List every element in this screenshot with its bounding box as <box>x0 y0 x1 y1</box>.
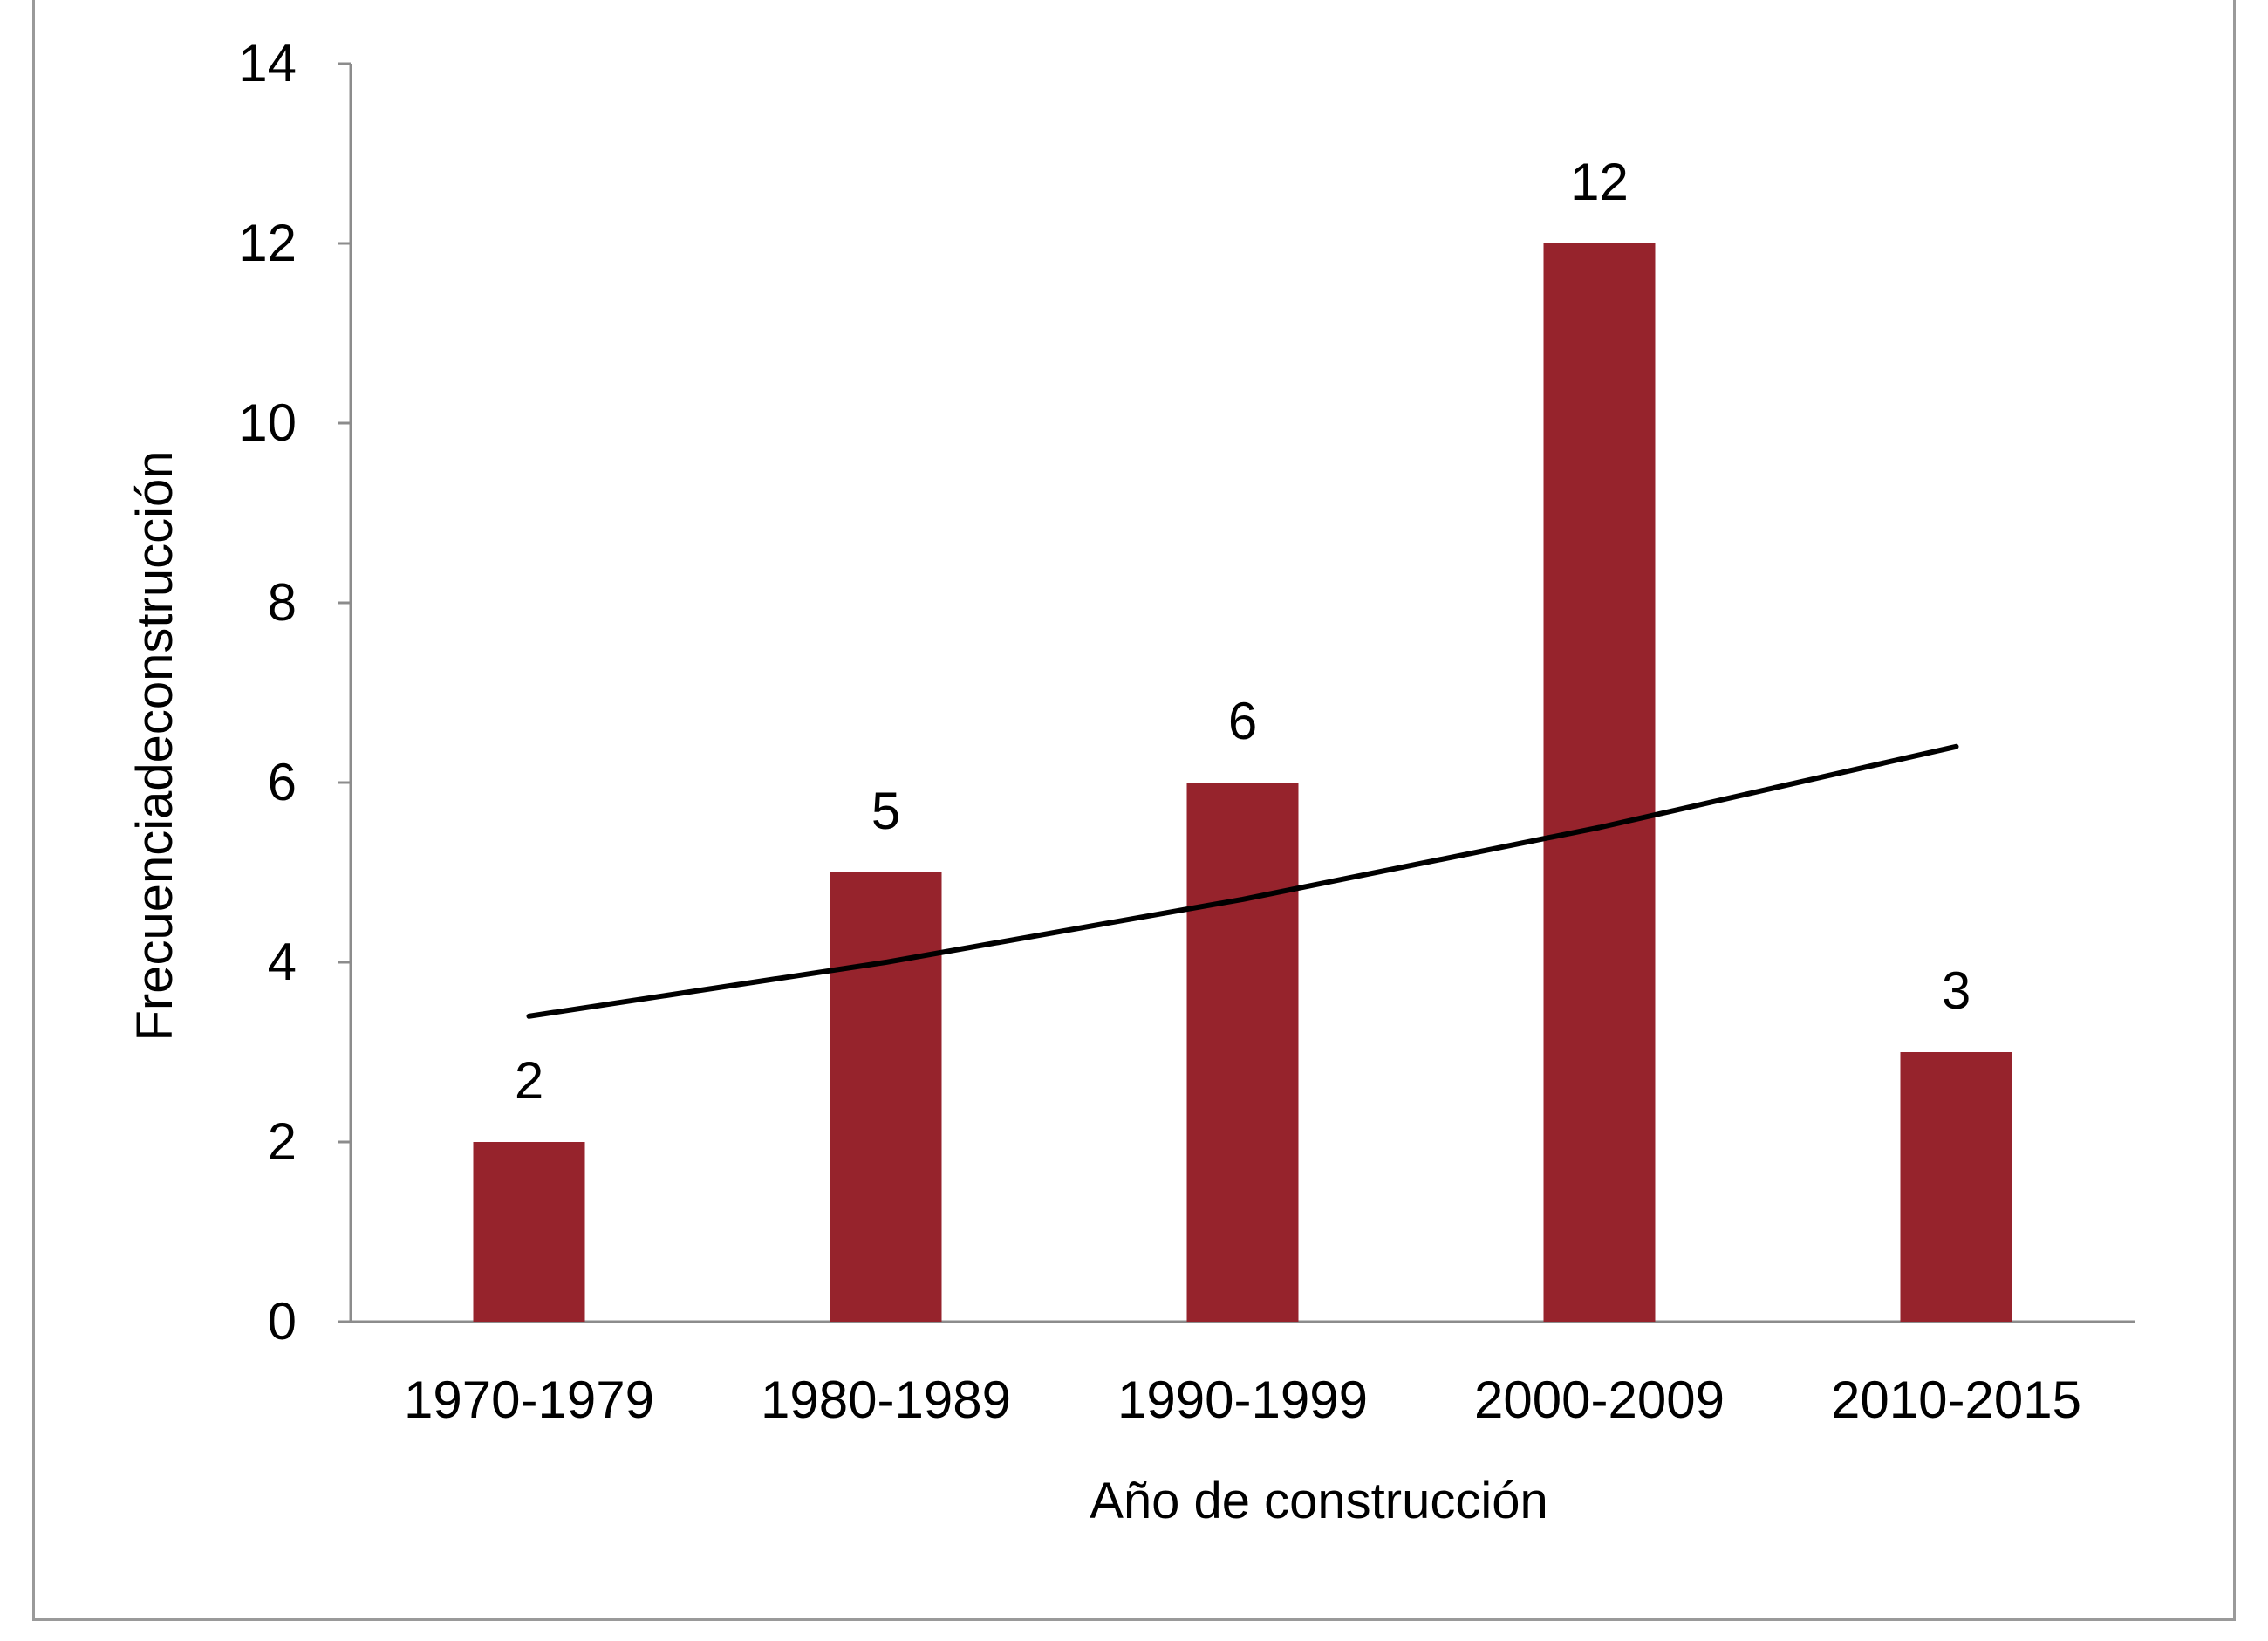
x-axis-title: Año de construcción <box>1090 1473 1548 1529</box>
data-label: 2 <box>515 1051 543 1110</box>
y-tick-label: 14 <box>238 34 297 92</box>
data-label: 12 <box>1570 153 1629 211</box>
y-tick-label: 0 <box>268 1292 297 1350</box>
trendline <box>526 743 1959 1019</box>
x-tick-label: 1980-1989 <box>761 1371 1011 1429</box>
bar-2010-2015 <box>1900 1052 2012 1322</box>
y-tick-label: 10 <box>238 393 297 452</box>
data-label: 6 <box>1228 692 1257 750</box>
x-tick-label: 1990-1999 <box>1117 1371 1368 1429</box>
bar-2000-2009 <box>1543 243 1656 1322</box>
x-tick-label: 2010-2015 <box>1831 1371 2081 1429</box>
chart-frame <box>32 0 2236 1621</box>
trendline-group <box>526 743 1959 1019</box>
y-axis-title: Frecuenciadeconstrucción <box>126 450 183 1041</box>
data-label: 3 <box>1942 961 1971 1020</box>
bar-1990-1999 <box>1186 783 1299 1322</box>
x-tick-label: 1970-1979 <box>404 1371 654 1429</box>
x-tick-label: 2000-2009 <box>1474 1371 1725 1429</box>
bars <box>473 243 2012 1322</box>
y-tick-label: 12 <box>238 214 297 272</box>
data-label: 5 <box>871 782 900 840</box>
y-tick-label: 2 <box>268 1112 297 1171</box>
bar-1970-1979 <box>473 1142 585 1322</box>
bar-1980-1989 <box>830 872 942 1322</box>
labels: 0 2 4 6 8 10 12 14 1970-1979 2 1980-1989 5 1990-1999… <box>238 34 2081 1429</box>
y-tick-label: 6 <box>268 753 297 811</box>
y-tick-label: 4 <box>268 933 297 991</box>
y-tick-label: 8 <box>268 573 297 632</box>
